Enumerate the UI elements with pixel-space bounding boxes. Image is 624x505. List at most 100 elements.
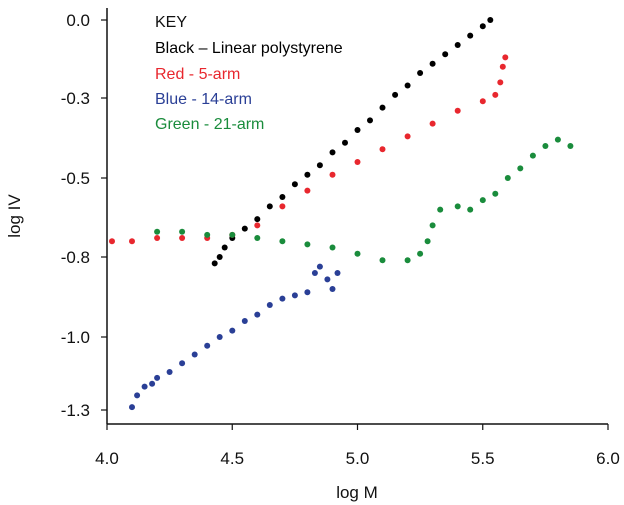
data-point [492, 91, 499, 98]
data-point [379, 146, 386, 153]
data-point [266, 203, 273, 210]
y-tick-label: -1.0 [61, 328, 90, 347]
data-point [129, 238, 135, 245]
y-ticks: 0.0 -0.3 -0.5 -0.8 -1.0 -1.3 [61, 11, 107, 420]
data-point [467, 32, 474, 39]
data-point [304, 241, 311, 248]
data-point [254, 222, 261, 229]
data-point [392, 91, 399, 98]
data-point [567, 143, 574, 149]
data-point [141, 383, 148, 390]
y-axis-title: log IV [5, 194, 24, 238]
legend-title: KEY [155, 14, 187, 31]
data-point [166, 369, 173, 375]
data-point [379, 104, 386, 111]
data-point [316, 263, 323, 270]
data-point [417, 250, 424, 257]
data-point [334, 270, 341, 276]
data-point [316, 162, 323, 169]
data-point [367, 117, 373, 124]
data-point [279, 295, 286, 302]
data-point [304, 289, 311, 296]
data-point [467, 206, 474, 213]
x-tick-label: 6.0 [596, 449, 620, 468]
data-point [354, 127, 361, 133]
series-red-5-arm [109, 54, 509, 245]
data-point [429, 222, 436, 229]
data-point [417, 70, 424, 76]
data-point [342, 139, 348, 146]
data-point [129, 404, 135, 411]
x-ticks: 4.0 4.5 5.0 5.5 6.0 [95, 424, 620, 468]
data-point [329, 171, 336, 178]
data-point [429, 120, 436, 127]
data-point [279, 238, 286, 245]
legend-entry-green: Green - 21-arm [155, 116, 264, 133]
data-point [354, 250, 361, 257]
data-point [204, 342, 211, 349]
data-point [154, 235, 161, 241]
series-black-linear-polystyrene [211, 17, 494, 267]
y-tick-label: -0.5 [61, 169, 90, 188]
data-point [179, 360, 186, 367]
y-tick-label: -0.8 [61, 248, 90, 267]
data-point [479, 197, 486, 204]
data-point [502, 54, 509, 61]
data-point [354, 159, 361, 165]
data-point [404, 257, 411, 264]
data-point [479, 23, 486, 30]
data-point [254, 235, 261, 241]
data-point [154, 374, 161, 381]
data-point [517, 165, 524, 172]
x-tick-label: 4.0 [95, 449, 119, 468]
data-point [404, 133, 411, 140]
data-point [279, 194, 286, 200]
data-point [454, 42, 461, 48]
data-point [254, 311, 261, 318]
x-tick-label: 5.0 [346, 449, 370, 468]
data-point [454, 107, 461, 114]
data-point [542, 143, 549, 149]
data-point [254, 216, 261, 223]
legend-entry-black: Black – Linear polystyrene [155, 40, 343, 57]
data-point [529, 152, 536, 159]
data-point [324, 276, 331, 283]
data-point [429, 60, 436, 67]
data-point [442, 51, 449, 58]
data-point [454, 203, 461, 210]
data-point [241, 318, 248, 324]
x-tick-label: 4.5 [220, 449, 244, 468]
data-point [179, 235, 186, 241]
data-point [492, 190, 499, 197]
data-point [379, 257, 386, 264]
data-point [499, 63, 506, 70]
data-point [221, 244, 228, 251]
series-layer [109, 17, 574, 411]
legend-entry-blue: Blue - 14-arm [155, 91, 252, 108]
y-tick-label: -0.3 [61, 89, 90, 108]
data-point [179, 228, 186, 235]
x-tick-label: 5.5 [471, 449, 495, 468]
data-point [487, 17, 494, 23]
data-point [229, 327, 236, 334]
data-point [134, 392, 141, 399]
data-point [154, 228, 161, 235]
data-point [404, 82, 411, 89]
data-point [437, 206, 444, 213]
data-point [149, 380, 156, 387]
data-point [241, 225, 248, 232]
data-point [211, 260, 218, 267]
y-tick-label: 0.0 [66, 11, 90, 30]
data-point [329, 286, 336, 292]
data-point [229, 231, 236, 238]
data-point [304, 171, 311, 178]
data-point [279, 203, 286, 210]
data-point [304, 187, 311, 194]
data-point [216, 254, 223, 260]
data-point [424, 238, 431, 245]
y-tick-label: -1.3 [61, 401, 90, 420]
data-point [497, 79, 504, 86]
data-point [266, 302, 273, 308]
series-blue-14-arm [129, 263, 341, 411]
